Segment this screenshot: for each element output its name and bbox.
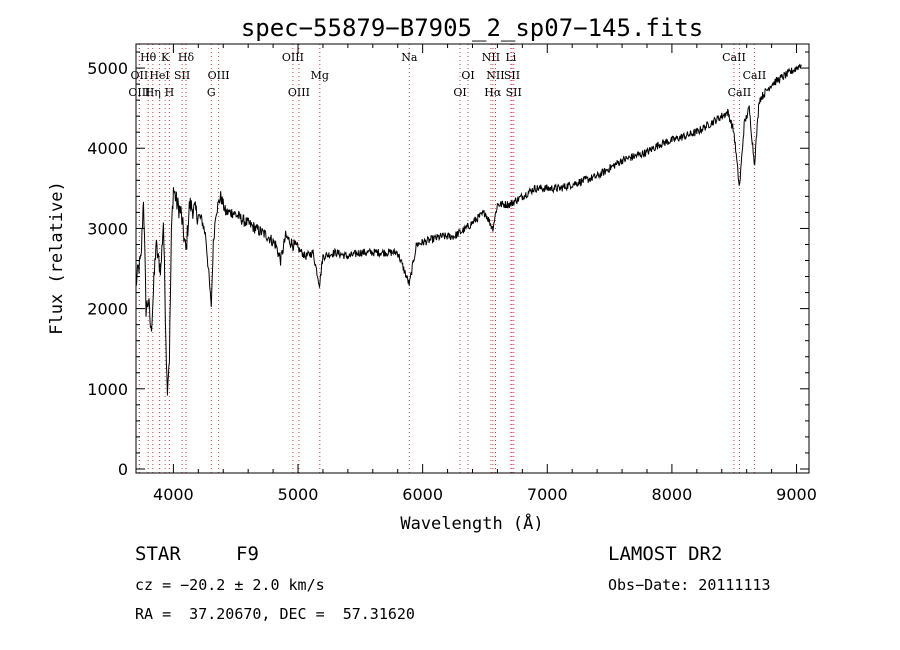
chart-title: spec−55879−B7905_2_sp07−145.fits bbox=[241, 14, 703, 42]
line-label: CaII bbox=[722, 51, 746, 64]
object-class: STAR bbox=[135, 543, 181, 565]
line-label: Li bbox=[505, 51, 516, 64]
line-label: CaII bbox=[728, 86, 752, 99]
spectrum-series bbox=[135, 63, 802, 396]
line-label: H bbox=[165, 86, 175, 99]
plot-frame bbox=[135, 43, 810, 474]
line-label: CaII bbox=[743, 69, 767, 82]
y-axis-label: Flux (relative) bbox=[47, 181, 67, 335]
line-label: OIII bbox=[128, 86, 150, 99]
x-tick-label: 6000 bbox=[402, 485, 443, 504]
line-label: Na bbox=[401, 51, 418, 64]
y-axis: 0 1000 2000 3000 4000 5000 bbox=[87, 51, 809, 479]
coordinates-text: RA = 37.20670, DEC = 57.31620 bbox=[135, 605, 415, 623]
line-label: SII bbox=[506, 86, 522, 99]
line-label: SII bbox=[504, 69, 520, 82]
x-tick-label: 9000 bbox=[776, 485, 817, 504]
line-label: NII bbox=[482, 51, 500, 64]
line-label: HeI bbox=[149, 69, 169, 82]
x-tick-label: 5000 bbox=[278, 485, 319, 504]
line-labels: HθOIIOIIIKHeIHηHδSIIHOIIIGOIIIMgOIIINaOI… bbox=[128, 51, 766, 99]
line-label: Hδ bbox=[178, 51, 195, 64]
line-label: Hη bbox=[145, 86, 161, 99]
redshift-text: cz = −20.2 ± 2.0 km/s bbox=[135, 576, 325, 594]
line-label: OIII bbox=[208, 69, 230, 82]
y-tick-label: 4000 bbox=[87, 139, 128, 158]
line-label: OI bbox=[461, 69, 474, 82]
x-tick-label: 7000 bbox=[527, 485, 568, 504]
line-label: G bbox=[207, 86, 216, 99]
spectral-line-markers bbox=[138, 44, 755, 473]
line-label: Hα bbox=[484, 86, 502, 99]
x-tick-label: 8000 bbox=[652, 485, 693, 504]
line-label: OII bbox=[131, 69, 149, 82]
x-tick-label: 4000 bbox=[153, 485, 194, 504]
line-label: SII bbox=[174, 69, 190, 82]
line-label: Mg bbox=[311, 69, 329, 82]
spectrum-line bbox=[135, 63, 802, 396]
line-label: NII bbox=[486, 69, 504, 82]
obs-date-text: Obs−Date: 20111113 bbox=[608, 576, 771, 594]
survey-name: LAMOST DR2 bbox=[608, 543, 722, 565]
line-label: K bbox=[161, 51, 170, 64]
object-subclass: F9 bbox=[236, 543, 259, 565]
y-tick-label: 5000 bbox=[87, 59, 128, 78]
y-tick-label: 1000 bbox=[87, 380, 128, 399]
y-tick-label: 2000 bbox=[87, 300, 128, 319]
y-tick-label: 3000 bbox=[87, 219, 128, 238]
line-label: OIII bbox=[282, 51, 304, 64]
line-label: OIII bbox=[288, 86, 310, 99]
y-tick-label: 0 bbox=[118, 460, 128, 479]
x-axis: 4000 5000 6000 7000 8000 9000 bbox=[153, 44, 817, 504]
x-axis-label: Wavelength (Å) bbox=[400, 512, 543, 534]
line-label: Hθ bbox=[140, 51, 157, 64]
line-label: OI bbox=[453, 86, 466, 99]
